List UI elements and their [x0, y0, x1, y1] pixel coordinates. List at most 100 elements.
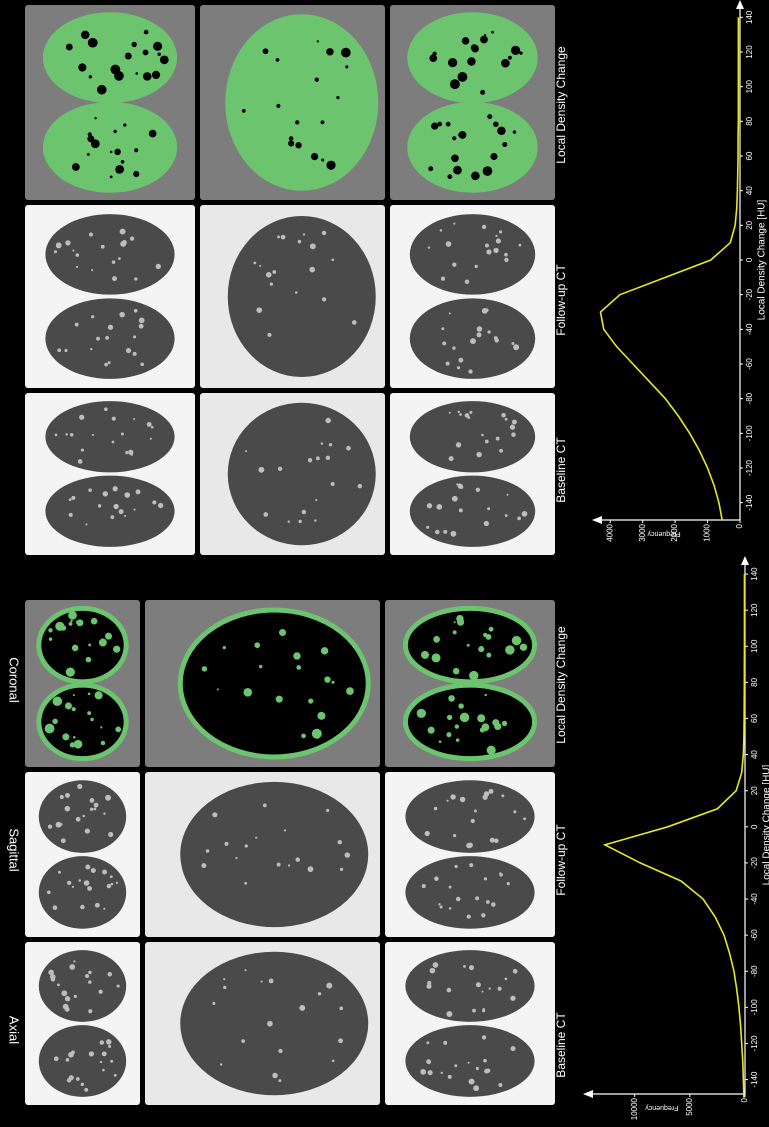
speckle	[322, 231, 326, 235]
speckle	[475, 265, 478, 268]
speckle	[77, 784, 82, 789]
speckle	[55, 434, 58, 437]
speckle	[91, 618, 98, 625]
speckle	[123, 123, 126, 126]
speckle	[115, 726, 121, 732]
speckle	[134, 509, 136, 511]
speckle	[68, 611, 77, 620]
speckle	[67, 881, 71, 885]
speckle	[513, 810, 516, 813]
speckle	[325, 418, 331, 424]
speckle	[501, 794, 504, 797]
speckle	[107, 884, 111, 888]
speckle	[112, 276, 117, 281]
speckle	[125, 53, 132, 60]
speckle	[477, 326, 483, 332]
speckle	[76, 817, 81, 822]
speckle	[467, 644, 470, 647]
speckle	[504, 258, 508, 262]
speckle	[76, 619, 83, 626]
speckle	[97, 85, 107, 95]
speckle	[471, 45, 479, 53]
speckle	[82, 815, 85, 818]
speckle	[482, 225, 486, 229]
speckle	[298, 520, 301, 523]
x-axis-title: Local Density Change [HU]	[757, 199, 768, 320]
speckle	[467, 915, 471, 919]
speckle	[241, 1039, 245, 1043]
speckle	[212, 812, 217, 817]
speckle	[85, 828, 90, 833]
speckle	[474, 809, 477, 812]
speckle	[147, 422, 152, 427]
speckle	[456, 897, 461, 902]
lung	[405, 950, 534, 1022]
speckle	[455, 724, 459, 728]
speckle	[113, 130, 116, 133]
speckle	[89, 1051, 94, 1056]
speckle	[450, 794, 455, 799]
speckle	[299, 1005, 305, 1011]
speckle	[63, 1004, 69, 1010]
lung	[410, 214, 535, 295]
speckle	[431, 123, 438, 130]
x-tick-label: 100	[750, 639, 759, 653]
speckle	[326, 809, 329, 812]
speckle	[497, 127, 505, 135]
speckle	[501, 413, 505, 417]
speckle	[48, 825, 52, 829]
speckle	[436, 504, 442, 510]
speckle	[124, 515, 126, 517]
speckle	[134, 277, 137, 280]
speckle	[296, 665, 301, 670]
speckle	[482, 1009, 485, 1012]
speckle	[467, 57, 475, 65]
speckle	[427, 503, 432, 508]
x-tick-label: 0	[745, 257, 754, 262]
speckle	[441, 1072, 443, 1074]
speckle	[321, 120, 325, 124]
speckle	[60, 823, 63, 826]
speckle	[259, 665, 262, 668]
speckle	[317, 40, 319, 42]
speckle	[476, 332, 481, 337]
speckle	[278, 467, 282, 471]
speckle	[144, 30, 149, 35]
speckle	[430, 968, 436, 974]
speckle	[288, 864, 290, 866]
speckle	[65, 996, 70, 1001]
speckle	[120, 241, 126, 247]
speckle	[69, 964, 75, 970]
speckle	[66, 44, 73, 51]
speckle	[64, 349, 67, 352]
lung	[39, 950, 126, 1022]
speckle	[253, 262, 256, 265]
speckle	[505, 418, 508, 421]
speckle	[487, 507, 490, 510]
speckle	[100, 1040, 105, 1045]
speckle	[295, 857, 300, 862]
speckle	[202, 666, 207, 671]
speckle	[52, 719, 57, 724]
speckle	[486, 1068, 490, 1072]
speckle	[466, 843, 471, 848]
speckle	[160, 55, 169, 64]
speckle	[454, 1064, 457, 1067]
speckle	[89, 233, 93, 237]
speckle	[98, 504, 101, 507]
speckle	[85, 523, 87, 525]
speckle	[69, 513, 73, 517]
speckle	[70, 433, 74, 437]
speckle	[72, 163, 80, 171]
speckle	[270, 282, 273, 285]
speckle	[245, 450, 247, 452]
y-tick-label: 10000	[630, 1097, 639, 1120]
lung	[180, 782, 368, 927]
panel-label: Baseline CT	[554, 1012, 568, 1078]
speckle	[308, 458, 312, 462]
lung	[45, 15, 174, 101]
speckle	[103, 491, 108, 496]
x-tick-label: -140	[750, 1071, 759, 1088]
speckle	[496, 238, 501, 243]
speckle	[517, 516, 521, 520]
